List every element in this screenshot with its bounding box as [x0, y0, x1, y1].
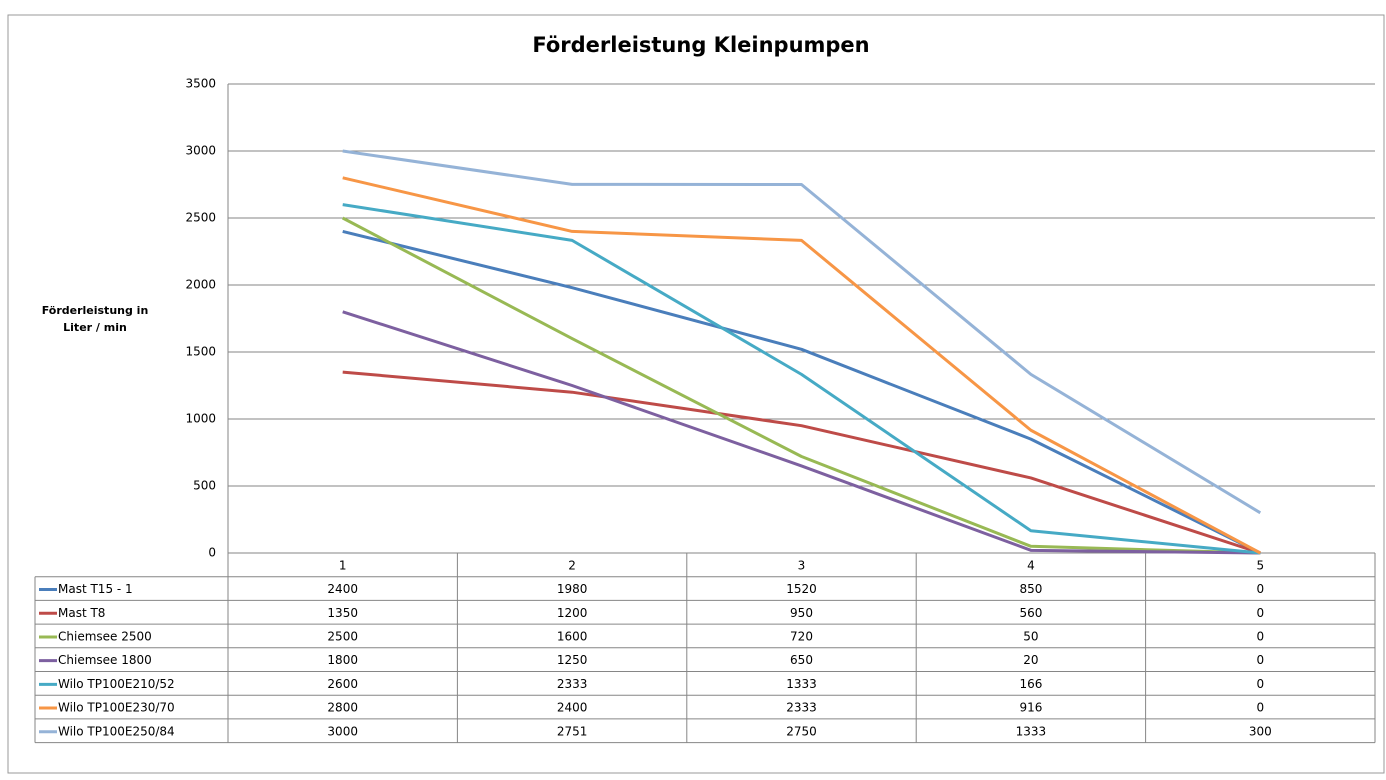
table-value: 1200: [557, 606, 588, 620]
y-tick-label: 2000: [185, 278, 216, 292]
table-value: 850: [1019, 582, 1042, 596]
table-value: 1800: [327, 653, 358, 667]
y-tick-label: 3000: [185, 144, 216, 158]
table-value: 0: [1256, 701, 1264, 715]
x-tick-label: 2: [568, 558, 576, 572]
series-line: [342, 370, 1261, 555]
y-tick-label: 1500: [185, 345, 216, 359]
table-value: 300: [1249, 724, 1272, 738]
x-tick-label: 1: [339, 558, 347, 572]
chart-title: Förderleistung Kleinpumpen: [532, 33, 869, 57]
x-tick-label: 4: [1027, 558, 1035, 572]
table-value: 720: [790, 629, 813, 643]
series-line: [342, 216, 1261, 555]
table-value: 2400: [557, 701, 588, 715]
table-value: 0: [1256, 582, 1264, 596]
table-value: 650: [790, 653, 813, 667]
legend-label: Mast T15 - 1: [58, 582, 133, 596]
series-line: [342, 310, 1261, 555]
table-value: 1350: [327, 606, 358, 620]
table-value: 2500: [327, 629, 358, 643]
y-tick-label: 500: [193, 479, 216, 493]
table-value: 1250: [557, 653, 588, 667]
table-value: 2333: [786, 701, 817, 715]
table-value: 2751: [557, 724, 588, 738]
table-value: 2600: [327, 677, 358, 691]
table-value: 1333: [786, 677, 817, 691]
table-value: 1520: [786, 582, 817, 596]
series-line: [342, 149, 1262, 515]
table-value: 0: [1256, 653, 1264, 667]
chart-frame: [7, 14, 1385, 774]
table-value: 1980: [557, 582, 588, 596]
y-tick-label: 0: [208, 546, 216, 560]
table-value: 166: [1019, 677, 1042, 691]
legend-label: Wilo TP100E210/52: [58, 677, 175, 691]
table-value: 560: [1019, 606, 1042, 620]
table-value: 3000: [327, 724, 358, 738]
x-tick-label: 5: [1256, 558, 1264, 572]
legend-label: Mast T8: [58, 606, 105, 620]
y-tick-label: 3500: [185, 77, 216, 91]
x-tick-label: 3: [798, 558, 806, 572]
y-axis-label: Förderleistung in: [42, 304, 149, 317]
table-value: 20: [1023, 653, 1038, 667]
legend-label: Wilo TP100E250/84: [58, 724, 175, 738]
table-value: 950: [790, 606, 813, 620]
legend-label: Chiemsee 2500: [58, 629, 152, 643]
table-value: 2333: [557, 677, 588, 691]
y-tick-label: 2500: [185, 211, 216, 225]
legend-label: Wilo TP100E230/70: [58, 701, 175, 715]
table-value: 2800: [327, 701, 358, 715]
legend-label: Chiemsee 1800: [58, 653, 152, 667]
table-value: 0: [1256, 606, 1264, 620]
series-line: [342, 203, 1261, 555]
table-value: 50: [1023, 629, 1038, 643]
series-line: [342, 176, 1262, 555]
table-value: 1600: [557, 629, 588, 643]
table-value: 2400: [327, 582, 358, 596]
table-value: 1333: [1016, 724, 1047, 738]
table-value: 916: [1019, 701, 1042, 715]
y-tick-label: 1000: [185, 412, 216, 426]
y-axis-label: Liter / min: [63, 321, 127, 334]
table-value: 2750: [786, 724, 817, 738]
table-value: 0: [1256, 629, 1264, 643]
table-value: 0: [1256, 677, 1264, 691]
series-line: [342, 229, 1261, 555]
